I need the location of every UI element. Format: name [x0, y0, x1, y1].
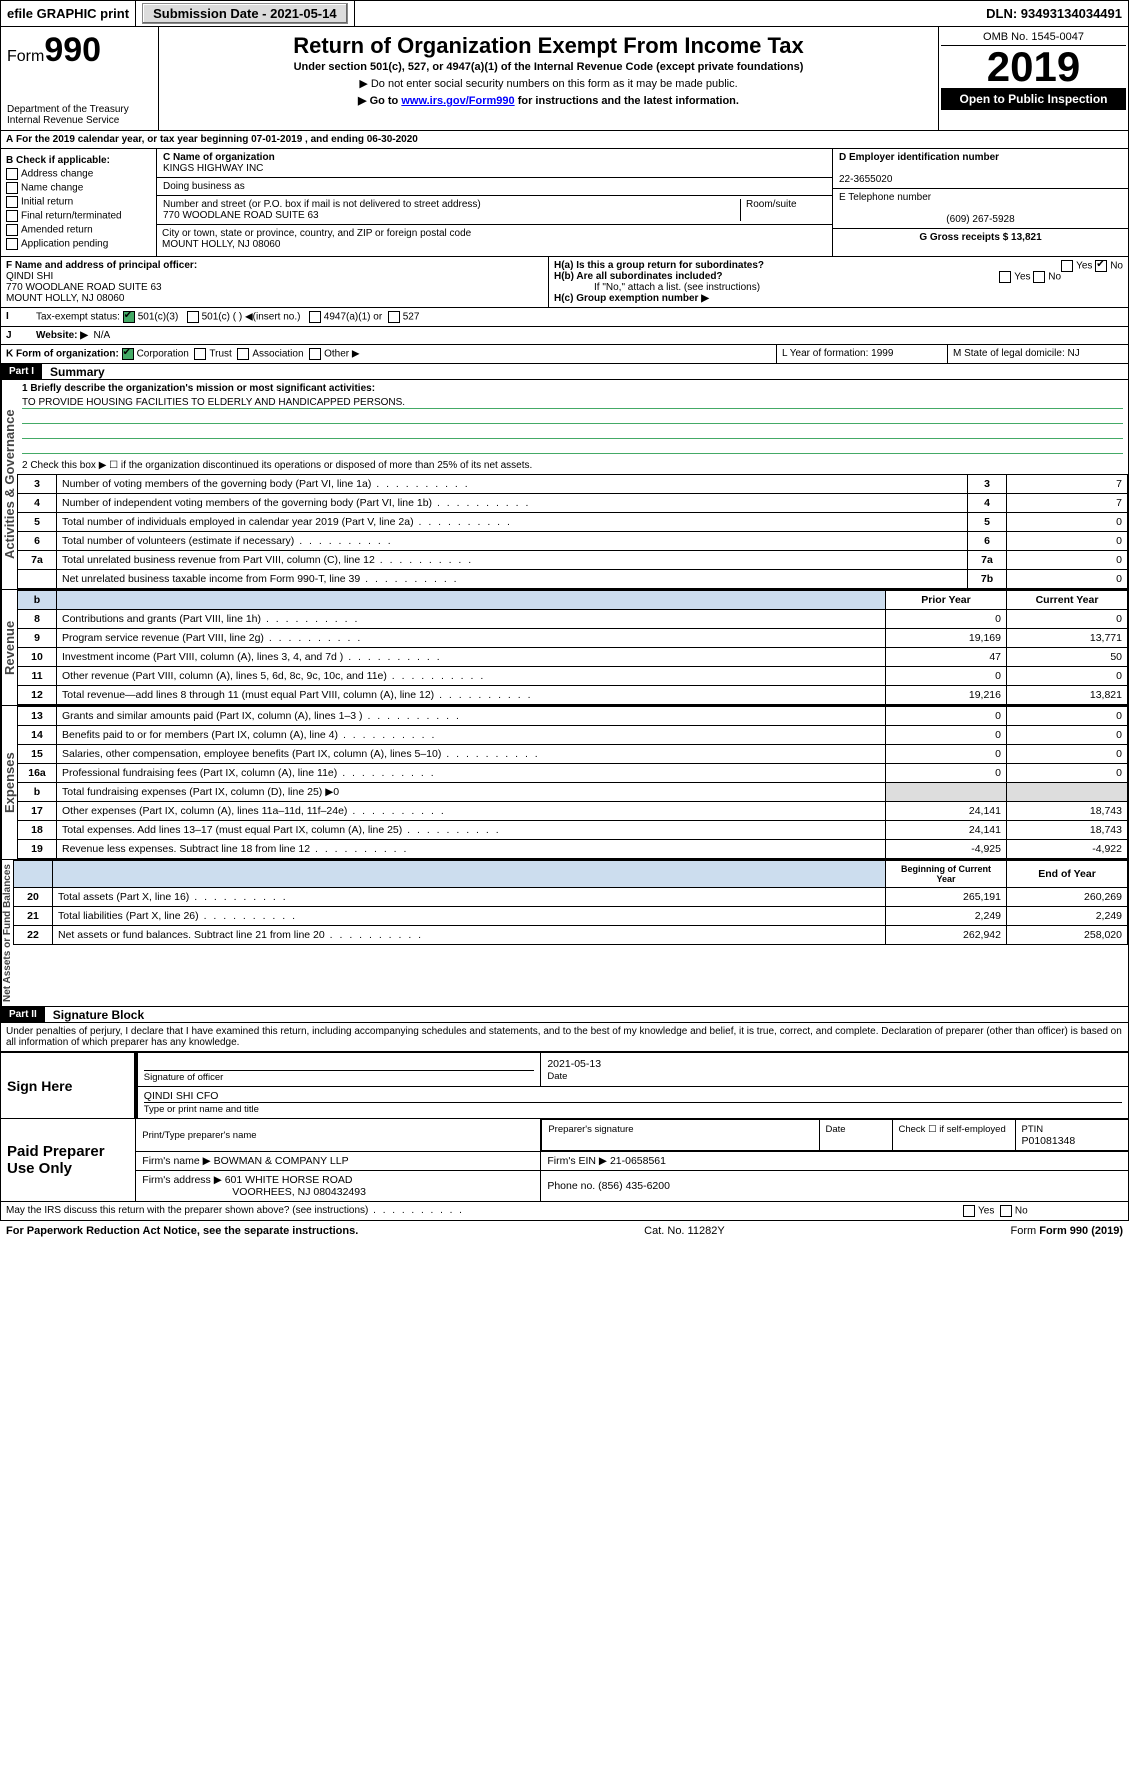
side-tab-expenses: Expenses [1, 706, 17, 859]
efile-label: efile GRAPHIC print [1, 1, 136, 26]
perjury-declaration: Under penalties of perjury, I declare th… [1, 1023, 1128, 1051]
irs-label: Internal Revenue Service [7, 115, 152, 126]
topbar: efile GRAPHIC print Submission Date - 20… [0, 0, 1129, 27]
line-klm: K Form of organization: Corporation Trus… [0, 345, 1129, 364]
netassets-table: Beginning of Current YearEnd of Year 20T… [13, 860, 1128, 945]
dept-treasury: Department of the Treasury [7, 104, 152, 115]
expenses-table: 13Grants and similar amounts paid (Part … [17, 706, 1128, 859]
firm-ein: 21-0658561 [610, 1155, 666, 1167]
subtitle-2: ▶ Do not enter social security numbers o… [167, 77, 930, 90]
firm-phone: Phone no. (856) 435-6200 [541, 1171, 1129, 1202]
year-formation: L Year of formation: 1999 [776, 345, 947, 363]
side-tab-revenue: Revenue [1, 590, 17, 705]
right-column: D Employer identification number22-36550… [832, 149, 1128, 256]
part-1-header: Part ISummary [0, 364, 1129, 380]
part-2-header: Part IISignature Block [0, 1007, 1129, 1023]
form-title: Return of Organization Exempt From Incom… [167, 33, 930, 59]
signature-date: 2021-05-13 [547, 1058, 601, 1070]
form-header: Form990 Department of the Treasury Inter… [0, 27, 1129, 131]
org-name: KINGS HIGHWAY INC [163, 163, 263, 174]
sign-here-label: Sign Here [1, 1053, 136, 1119]
governance-table: 3Number of voting members of the governi… [17, 474, 1128, 589]
form-prefix: Form [7, 48, 44, 65]
subtitle-3: ▶ Go to www.irs.gov/Form990 for instruct… [167, 94, 930, 107]
gross-receipts: G Gross receipts $ 13,821 [833, 229, 1128, 246]
mission-text: TO PROVIDE HOUSING FACILITIES TO ELDERLY… [22, 397, 1123, 409]
ein: 22-3655020 [839, 174, 892, 185]
street-address: 770 WOODLANE ROAD SUITE 63 [163, 210, 319, 221]
block-f-h: F Name and address of principal officer:… [0, 257, 1129, 308]
side-tab-gov: Activities & Governance [1, 380, 17, 589]
footer: For Paperwork Reduction Act Notice, see … [0, 1221, 1129, 1241]
city-state-zip: MOUNT HOLLY, NJ 08060 [162, 239, 280, 250]
revenue-table: bPrior YearCurrent Year 8Contributions a… [17, 590, 1128, 705]
firm-address: 601 WHITE HORSE ROAD [225, 1174, 353, 1186]
line-i: I Tax-exempt status: 501(c)(3) 501(c) ( … [0, 308, 1129, 327]
paid-preparer-label: Paid Preparer Use Only [1, 1119, 136, 1202]
side-tab-netassets: Net Assets or Fund Balances [1, 860, 13, 1006]
submission-date: Submission Date - 2021-05-14 [136, 1, 355, 26]
line-j: J Website: ▶ N/A [0, 327, 1129, 345]
dln: DLN: 93493134034491 [980, 1, 1128, 26]
tax-year: 2019 [941, 46, 1126, 88]
block-b-through-g: B Check if applicable: Address change Na… [0, 149, 1129, 257]
signature-table: Sign Here Signature of officer 2021-05-1… [0, 1052, 1129, 1202]
state-domicile: M State of legal domicile: NJ [947, 345, 1128, 363]
ptin: P01081348 [1022, 1135, 1076, 1147]
form-number: 990 [44, 31, 101, 69]
discuss-row: May the IRS discuss this return with the… [0, 1202, 1129, 1221]
section-b: B Check if applicable: Address change Na… [1, 149, 157, 256]
firm-name: BOWMAN & COMPANY LLP [214, 1155, 349, 1167]
name-block: C Name of organizationKINGS HIGHWAY INC … [157, 149, 832, 256]
line-a: A For the 2019 calendar year, or tax yea… [0, 131, 1129, 149]
officer-typed-name: QINDI SHI CFO [144, 1090, 1122, 1103]
telephone: (609) 267-5928 [839, 214, 1122, 225]
subtitle-1: Under section 501(c), 527, or 4947(a)(1)… [167, 61, 930, 73]
open-public: Open to Public Inspection [941, 88, 1126, 110]
officer-name: QINDI SHI [6, 271, 53, 282]
irs-link[interactable]: www.irs.gov/Form990 [401, 95, 514, 107]
